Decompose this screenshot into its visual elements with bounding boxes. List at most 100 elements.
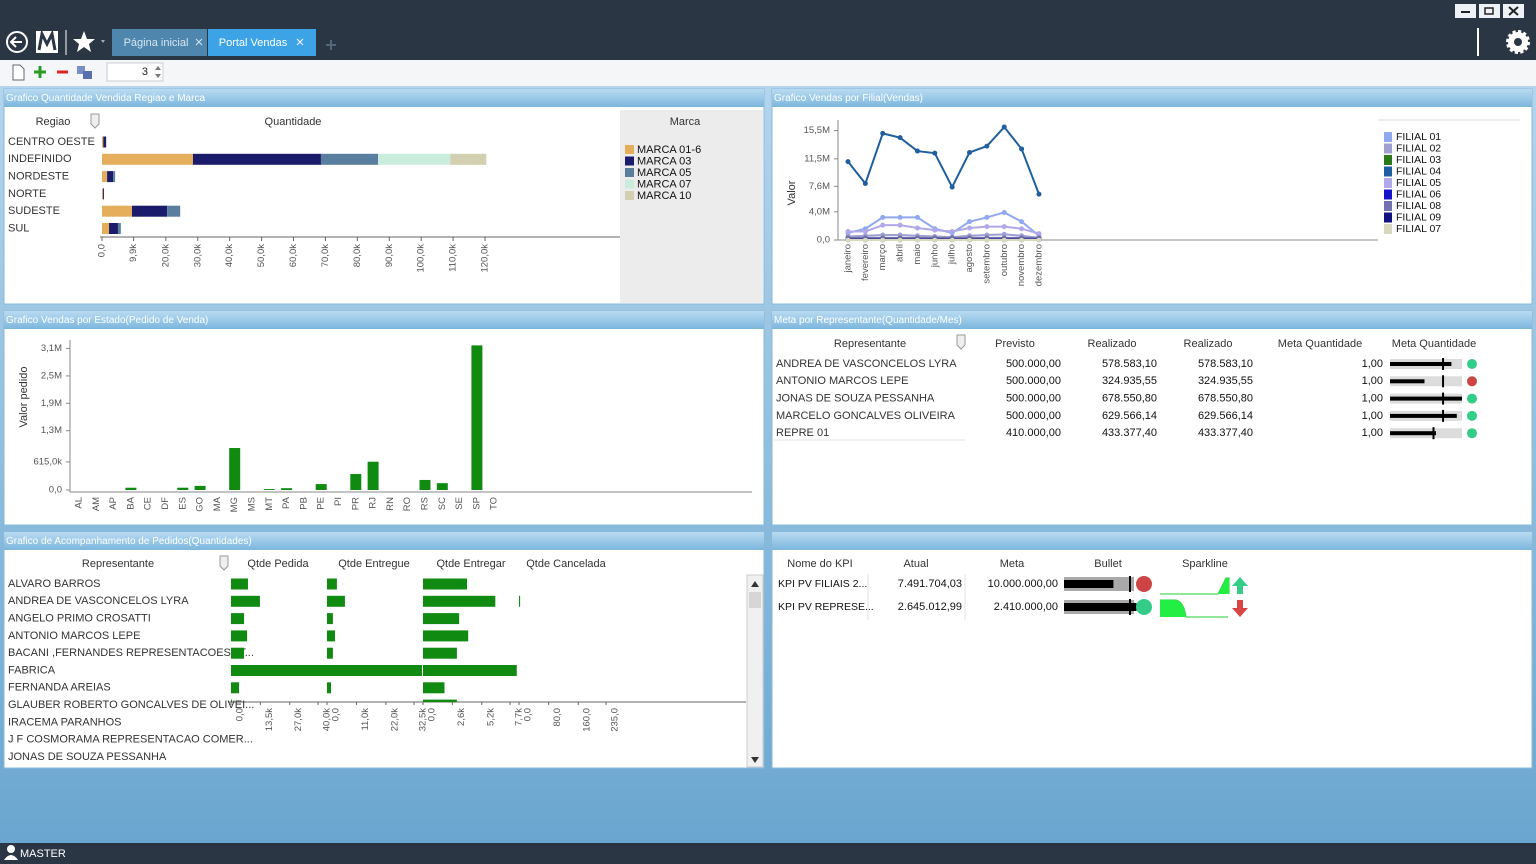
bullet-bar xyxy=(1390,379,1425,384)
x-tick-label: RN xyxy=(385,497,396,511)
toolbar xyxy=(0,60,1536,86)
trend-up xyxy=(1232,577,1248,594)
new-tab[interactable] xyxy=(326,40,336,50)
bar xyxy=(327,682,332,694)
legend-label: FILIAL 02 xyxy=(1396,142,1441,154)
bar-segment xyxy=(107,171,114,183)
tab[interactable] xyxy=(112,29,207,56)
spin-arrows[interactable] xyxy=(155,66,161,78)
row-label: J F COSMORAMA REPRESENTACAO COMER... xyxy=(8,734,253,746)
category-label: CENTRO OESTE xyxy=(8,136,95,148)
cell: ANDREA DE VASCONCELOS LYRA xyxy=(776,358,957,370)
column-header: Previsto xyxy=(995,338,1035,350)
tab-close[interactable] xyxy=(296,38,304,46)
column-header: Meta Quantidade xyxy=(1278,338,1362,350)
column-header: Qtde Entregar xyxy=(436,558,505,570)
x-tick-label: novembro xyxy=(1016,244,1027,286)
y-axis-label: Valor pedido xyxy=(18,367,30,428)
legend-swatch xyxy=(1384,224,1392,234)
cell: 629.566,14 xyxy=(1198,410,1253,422)
x-tick-label: 22,0k xyxy=(389,708,400,731)
x-tick-label: 70,0k xyxy=(320,244,331,267)
x-tick-label: 50,0k xyxy=(256,244,267,267)
tab-active[interactable] xyxy=(208,29,316,56)
bar xyxy=(423,699,457,702)
filter-handle[interactable] xyxy=(90,113,100,129)
bar-segment xyxy=(132,205,168,217)
bar xyxy=(231,578,248,590)
point xyxy=(897,214,903,220)
scrollbar[interactable] xyxy=(746,574,764,768)
legend-area xyxy=(620,110,763,303)
x-tick-label: MS xyxy=(247,497,258,511)
x-tick-label: 9,9k xyxy=(128,244,139,262)
panel xyxy=(771,88,1533,305)
refresh-icon-2 xyxy=(83,71,92,79)
bars xyxy=(231,578,521,702)
bar xyxy=(231,613,245,625)
bar-segment xyxy=(378,153,451,165)
bullet-bar xyxy=(1064,603,1137,611)
point xyxy=(845,237,851,243)
new-icon[interactable] xyxy=(12,64,25,81)
filter-handle[interactable] xyxy=(219,555,229,571)
cell: 410.000,00 xyxy=(1006,427,1061,439)
bar xyxy=(423,613,460,625)
x-tick-label: 40,0k xyxy=(224,244,235,267)
refresh-icon[interactable] xyxy=(77,66,85,74)
x-tick-label: 2,6k xyxy=(456,708,467,726)
logo-mark xyxy=(37,29,57,51)
x-tick-label: 0,0 xyxy=(235,708,246,721)
dropdown[interactable] xyxy=(101,40,105,43)
x-tick-label: janeiro xyxy=(843,244,854,274)
bar xyxy=(419,479,431,490)
point xyxy=(862,229,868,235)
x-tick-label: 120,0k xyxy=(480,244,491,273)
cell: 324.935,55 xyxy=(1198,375,1253,387)
point xyxy=(1019,219,1025,225)
add-icon[interactable] xyxy=(34,66,46,78)
bar xyxy=(231,595,260,607)
point xyxy=(967,149,973,155)
y-tick-label: 3,1M xyxy=(41,343,62,354)
column-header: Sparkline xyxy=(1182,558,1228,570)
x-tick-label: 0,0 xyxy=(523,708,534,721)
bar xyxy=(194,485,206,490)
x-tick-label: BA xyxy=(125,496,136,509)
series-line xyxy=(848,224,1040,235)
scroll-down[interactable] xyxy=(751,757,759,763)
x-tick-label: 110,0k xyxy=(448,244,459,272)
point xyxy=(984,237,990,243)
bar xyxy=(423,682,445,694)
bar xyxy=(423,647,457,659)
bullet-bar xyxy=(1390,396,1462,401)
legend-label: MARCA 05 xyxy=(637,167,691,179)
bar-segment xyxy=(103,136,107,148)
scroll-thumb[interactable] xyxy=(749,592,761,608)
legend-swatch xyxy=(1384,132,1392,142)
tab-close[interactable] xyxy=(195,38,203,46)
page-number: 3 xyxy=(142,66,148,78)
column-header: Qtde Entregue xyxy=(338,558,410,570)
panel-title: Grafico de Acompanhamento de Pedidos(Qua… xyxy=(6,536,252,547)
x-tick-label: outubro xyxy=(999,244,1010,276)
legend-label: FILIAL 07 xyxy=(1396,223,1441,235)
series-line xyxy=(847,233,1040,239)
point xyxy=(862,181,868,187)
row-labels: ALVARO BARROS ANDREA DE VASCONCELOS LYRA A… xyxy=(8,578,254,763)
bar-segment xyxy=(192,153,321,165)
x-tick-label: PR xyxy=(350,497,361,510)
legend-swatch xyxy=(1384,143,1392,154)
point xyxy=(914,225,920,231)
point xyxy=(1001,237,1007,243)
bar xyxy=(423,630,469,642)
back-button[interactable] xyxy=(6,31,28,53)
scroll-up[interactable] xyxy=(751,581,759,587)
series-line xyxy=(847,125,1040,195)
restore[interactable] xyxy=(1479,4,1500,18)
column-header: Bullet xyxy=(1094,558,1122,570)
legend-label: FILIAL 04 xyxy=(1396,165,1441,177)
filter-handle[interactable] xyxy=(956,334,966,350)
favorites[interactable] xyxy=(73,31,95,52)
page-spinbox[interactable] xyxy=(106,62,164,82)
